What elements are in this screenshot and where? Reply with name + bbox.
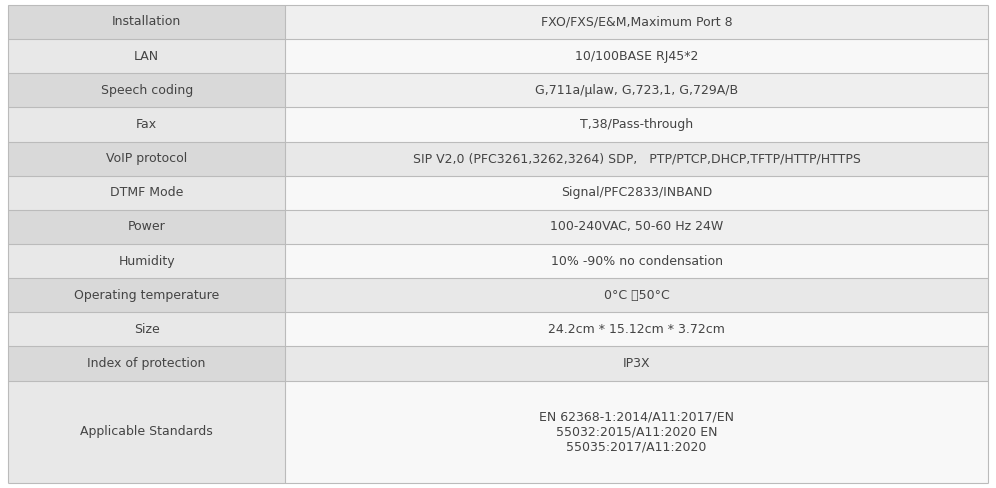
Text: Speech coding: Speech coding — [101, 84, 193, 97]
Text: 10/100BASE RJ45*2: 10/100BASE RJ45*2 — [575, 50, 698, 62]
Text: VoIP protocol: VoIP protocol — [106, 152, 187, 165]
Bar — [8, 142, 285, 176]
Bar — [285, 278, 988, 312]
Text: 24.2cm * 15.12cm * 3.72cm: 24.2cm * 15.12cm * 3.72cm — [548, 323, 725, 336]
Bar — [8, 381, 285, 483]
Text: Applicable Standards: Applicable Standards — [81, 426, 213, 438]
Text: DTMF Mode: DTMF Mode — [110, 186, 183, 199]
Text: Index of protection: Index of protection — [88, 357, 206, 370]
Text: 10% -90% no condensation: 10% -90% no condensation — [551, 255, 723, 267]
Text: Power: Power — [127, 221, 165, 233]
Text: EN 62368-1:2014/A11:2017/EN
55032:2015/A11:2020 EN
55035:2017/A11:2020: EN 62368-1:2014/A11:2017/EN 55032:2015/A… — [539, 410, 734, 453]
Text: IP3X: IP3X — [622, 357, 650, 370]
Text: 0°C ～50°C: 0°C ～50°C — [604, 289, 669, 302]
Bar — [285, 244, 988, 278]
Bar — [8, 73, 285, 107]
Bar — [8, 176, 285, 210]
Bar — [285, 142, 988, 176]
Text: Humidity: Humidity — [119, 255, 175, 267]
Text: T,38/Pass-through: T,38/Pass-through — [580, 118, 693, 131]
Bar — [8, 244, 285, 278]
Bar — [285, 381, 988, 483]
Text: Operating temperature: Operating temperature — [74, 289, 219, 302]
Text: Fax: Fax — [136, 118, 157, 131]
Bar — [285, 176, 988, 210]
Bar — [285, 39, 988, 73]
Bar — [285, 346, 988, 381]
Bar — [285, 5, 988, 39]
Bar — [8, 278, 285, 312]
Text: Signal/PFC2833/INBAND: Signal/PFC2833/INBAND — [561, 186, 712, 199]
Bar — [285, 312, 988, 346]
Text: Size: Size — [133, 323, 159, 336]
Text: SIP V2,0 (PFC3261,3262,3264) SDP,   PTP/PTCP,DHCP,TFTP/HTTP/HTTPS: SIP V2,0 (PFC3261,3262,3264) SDP, PTP/PT… — [412, 152, 861, 165]
Text: G,711a/μlaw, G,723,1, G,729A/B: G,711a/μlaw, G,723,1, G,729A/B — [535, 84, 738, 97]
Text: Installation: Installation — [112, 16, 181, 28]
Bar — [8, 210, 285, 244]
Bar — [8, 107, 285, 142]
Bar — [8, 312, 285, 346]
Bar — [8, 39, 285, 73]
Text: LAN: LAN — [134, 50, 159, 62]
Text: 100-240VAC, 50-60 Hz 24W: 100-240VAC, 50-60 Hz 24W — [550, 221, 723, 233]
Bar — [285, 210, 988, 244]
Text: FXO/FXS/E&M,Maximum Port 8: FXO/FXS/E&M,Maximum Port 8 — [541, 16, 732, 28]
Bar — [285, 107, 988, 142]
Bar — [8, 346, 285, 381]
Bar — [285, 73, 988, 107]
Bar — [8, 5, 285, 39]
